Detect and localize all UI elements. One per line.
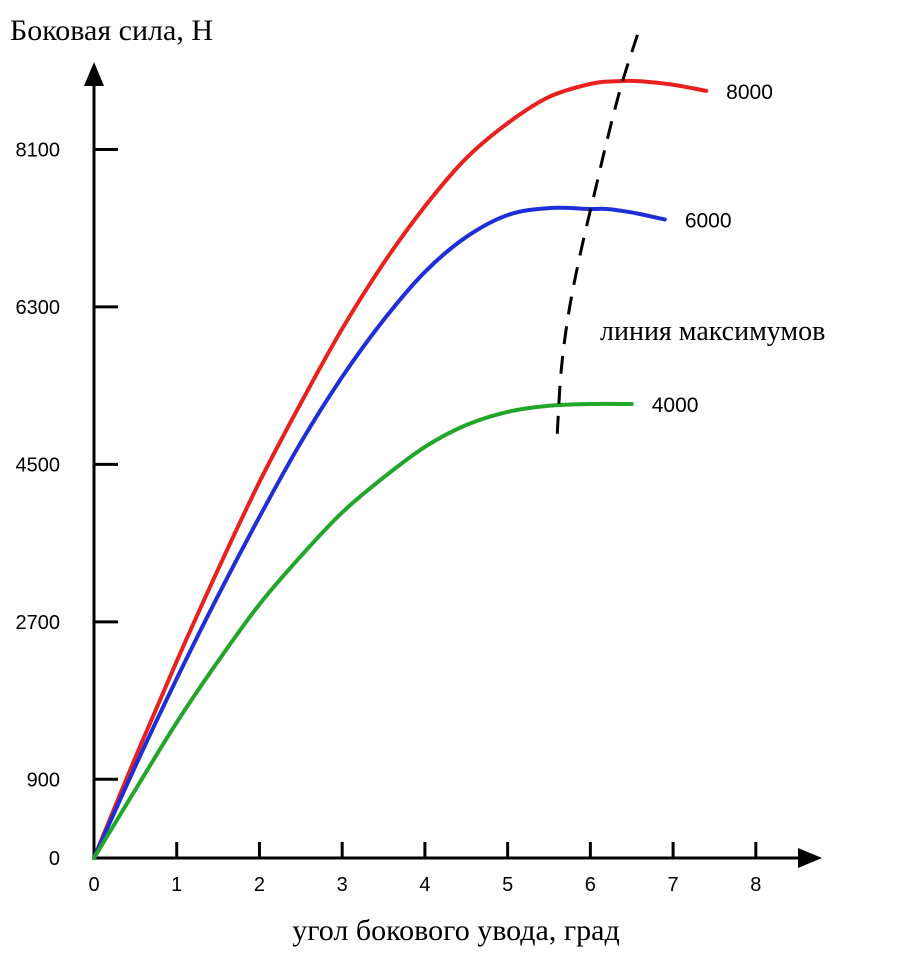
series-line-8000 (92, 78, 709, 860)
maxima-line-label: линия максимумов (600, 316, 825, 347)
x-tick-label: 1 (171, 874, 182, 896)
x-tick-label: 2 (254, 874, 265, 896)
x-tick-label: 4 (419, 874, 430, 896)
y-axis-arrow-icon (84, 62, 104, 86)
x-tick-label: 8 (750, 874, 761, 896)
x-tick-label: 3 (337, 874, 348, 896)
y-tick-label: 0 (49, 848, 60, 870)
x-tick-label: 5 (502, 874, 513, 896)
series-labels: 8000 6000 4000 (652, 81, 773, 417)
series-label-6000: 6000 (685, 209, 732, 232)
series-line-6000 (92, 205, 667, 860)
y-tick-label: 900 (27, 769, 60, 791)
y-tick-label: 8100 (16, 139, 61, 161)
x-ticks: 0 1 2 3 4 5 6 7 8 (88, 842, 761, 896)
y-tick-label: 4500 (16, 454, 61, 476)
y-axis-title: Боковая сила, Н (10, 14, 213, 47)
series-label-4000: 4000 (652, 394, 699, 417)
y-tick-label: 2700 (16, 612, 61, 634)
y-ticks: 0 900 2700 4500 6300 8100 (16, 139, 118, 870)
annotation-layer: линия максимумов (555, 26, 825, 434)
series-layer (92, 78, 709, 860)
x-tick-label: 0 (88, 874, 99, 896)
x-axis-title: угол бокового увода, град (292, 914, 620, 947)
x-tick-label: 6 (585, 874, 596, 896)
series-line-4000 (92, 401, 634, 860)
x-axis-arrow-icon (798, 848, 822, 868)
x-tick-label: 7 (668, 874, 679, 896)
series-label-8000: 8000 (726, 81, 773, 104)
y-tick-label: 6300 (16, 297, 61, 319)
maxima-line (555, 26, 642, 434)
